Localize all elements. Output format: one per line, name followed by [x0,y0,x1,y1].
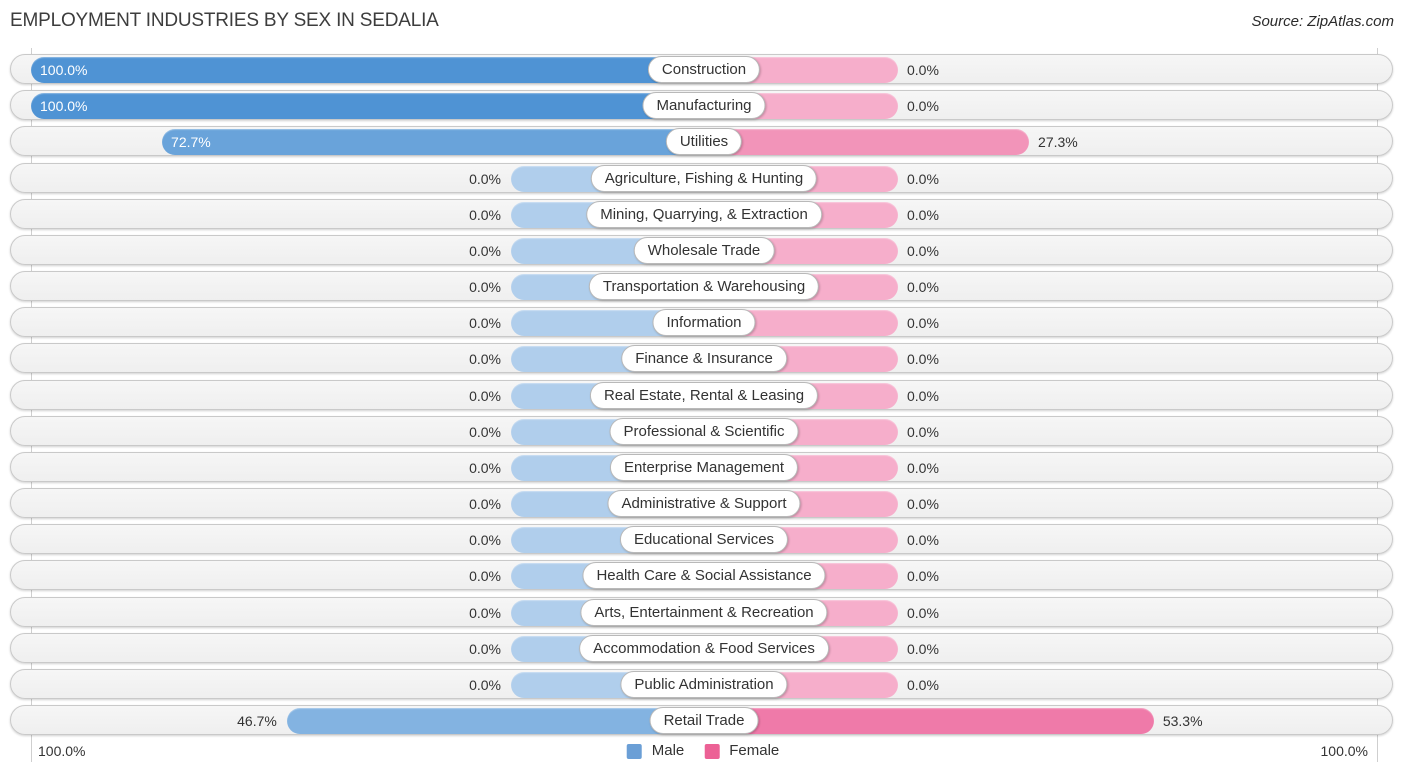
axis-label-left: 100.0% [38,743,86,759]
male-value: 0.0% [469,460,501,476]
male-value: 72.7% [171,134,211,150]
industry-label: Mining, Quarrying, & Extraction [586,201,822,228]
industry-label: Enterprise Management [609,454,799,481]
axis-label-right: 100.0% [1320,743,1368,759]
industry-row: 0.0% 0.0% Arts, Entertainment & Recreati… [10,597,1393,627]
industry-row: 72.7% 27.3% Utilities [10,126,1393,156]
industry-label: Professional & Scientific [609,418,799,445]
industry-row: 100.0% 0.0% Construction [10,54,1393,84]
male-value: 0.0% [469,532,501,548]
female-value: 0.0% [907,62,939,78]
female-value: 0.0% [907,641,939,657]
female-value: 0.0% [907,532,939,548]
male-value: 0.0% [469,279,501,295]
legend-item-female: Female [704,741,779,761]
female-value: 0.0% [907,351,939,367]
industry-label: Agriculture, Fishing & Hunting [590,165,818,192]
female-value: 53.3% [1162,713,1203,729]
legend-female-label: Female [729,742,780,759]
male-value: 0.0% [469,496,501,512]
male-value: 0.0% [469,207,501,223]
male-value: 0.0% [469,243,501,259]
industry-label: Public Administration [620,671,788,698]
industry-row: 0.0% 0.0% Public Administration [10,669,1393,699]
industry-row: 46.7% 53.3% Retail Trade [10,705,1393,735]
male-value: 0.0% [469,677,501,693]
male-bar [162,129,704,155]
industry-label: Manufacturing [642,92,766,119]
male-value: 0.0% [469,641,501,657]
female-value: 0.0% [907,677,939,693]
industry-label: Retail Trade [649,707,759,734]
female-value: 0.0% [907,315,939,331]
industry-label: Information [652,309,756,336]
female-value: 0.0% [907,424,939,440]
female-bar [704,708,1154,734]
female-value: 0.0% [907,207,939,223]
industry-label: Health Care & Social Assistance [582,562,826,589]
industry-row: 0.0% 0.0% Wholesale Trade [10,235,1393,265]
legend-male-label: Male [651,742,685,759]
male-value: 0.0% [469,171,501,187]
male-value: 0.0% [469,388,501,404]
industry-row: 100.0% 0.0% Manufacturing [10,90,1393,120]
male-bar [286,708,704,734]
industry-label: Educational Services [619,526,789,553]
industry-row: 0.0% 0.0% Information [10,307,1393,337]
industry-label: Administrative & Support [607,490,801,517]
industry-row: 0.0% 0.0% Educational Services [10,524,1393,554]
source-credit: Source: ZipAtlas.com [1251,13,1394,30]
male-value: 0.0% [469,315,501,331]
female-bar [704,129,1030,155]
industry-row: 0.0% 0.0% Enterprise Management [10,452,1393,482]
female-value: 0.0% [907,605,939,621]
male-value: 0.0% [469,568,501,584]
male-value: 100.0% [40,98,88,114]
chart-title: EMPLOYMENT INDUSTRIES BY SEX IN SEDALIA [10,10,439,31]
female-value: 0.0% [907,460,939,476]
industry-label: Finance & Insurance [621,345,787,372]
industry-label: Utilities [665,128,743,155]
industry-row: 0.0% 0.0% Health Care & Social Assistanc… [10,560,1393,590]
industry-label: Construction [647,56,761,83]
industry-row: 0.0% 0.0% Administrative & Support [10,488,1393,518]
female-value: 0.0% [907,171,939,187]
industry-label: Arts, Entertainment & Recreation [580,599,828,626]
female-value: 0.0% [907,496,939,512]
legend-item-male: Male [626,741,685,761]
industry-label: Wholesale Trade [633,237,775,264]
industry-row: 0.0% 0.0% Professional & Scientific [10,416,1393,446]
legend: Male Female [626,741,779,761]
industry-row: 0.0% 0.0% Real Estate, Rental & Leasing [10,380,1393,410]
male-value: 0.0% [469,605,501,621]
female-value: 27.3% [1038,134,1078,150]
female-value: 0.0% [907,388,939,404]
industry-row: 0.0% 0.0% Finance & Insurance [10,343,1393,373]
industry-label: Accommodation & Food Services [579,635,829,662]
industry-row: 0.0% 0.0% Mining, Quarrying, & Extractio… [10,199,1393,229]
male-value: 46.7% [237,713,277,729]
female-value: 0.0% [907,98,939,114]
industry-label: Transportation & Warehousing [588,273,820,300]
male-bar [31,93,704,119]
female-value: 0.0% [907,568,939,584]
male-value: 0.0% [469,351,501,367]
female-value: 0.0% [907,279,939,295]
female-value: 0.0% [907,243,939,259]
female-swatch-icon [704,743,720,759]
industry-label: Real Estate, Rental & Leasing [589,382,819,409]
male-bar [31,57,704,83]
male-swatch-icon [626,743,642,759]
industry-row: 0.0% 0.0% Accommodation & Food Services [10,633,1393,663]
industry-row: 0.0% 0.0% Transportation & Warehousing [10,271,1393,301]
male-value: 0.0% [469,424,501,440]
industry-row: 0.0% 0.0% Agriculture, Fishing & Hunting [10,163,1393,193]
male-value: 100.0% [40,62,88,78]
